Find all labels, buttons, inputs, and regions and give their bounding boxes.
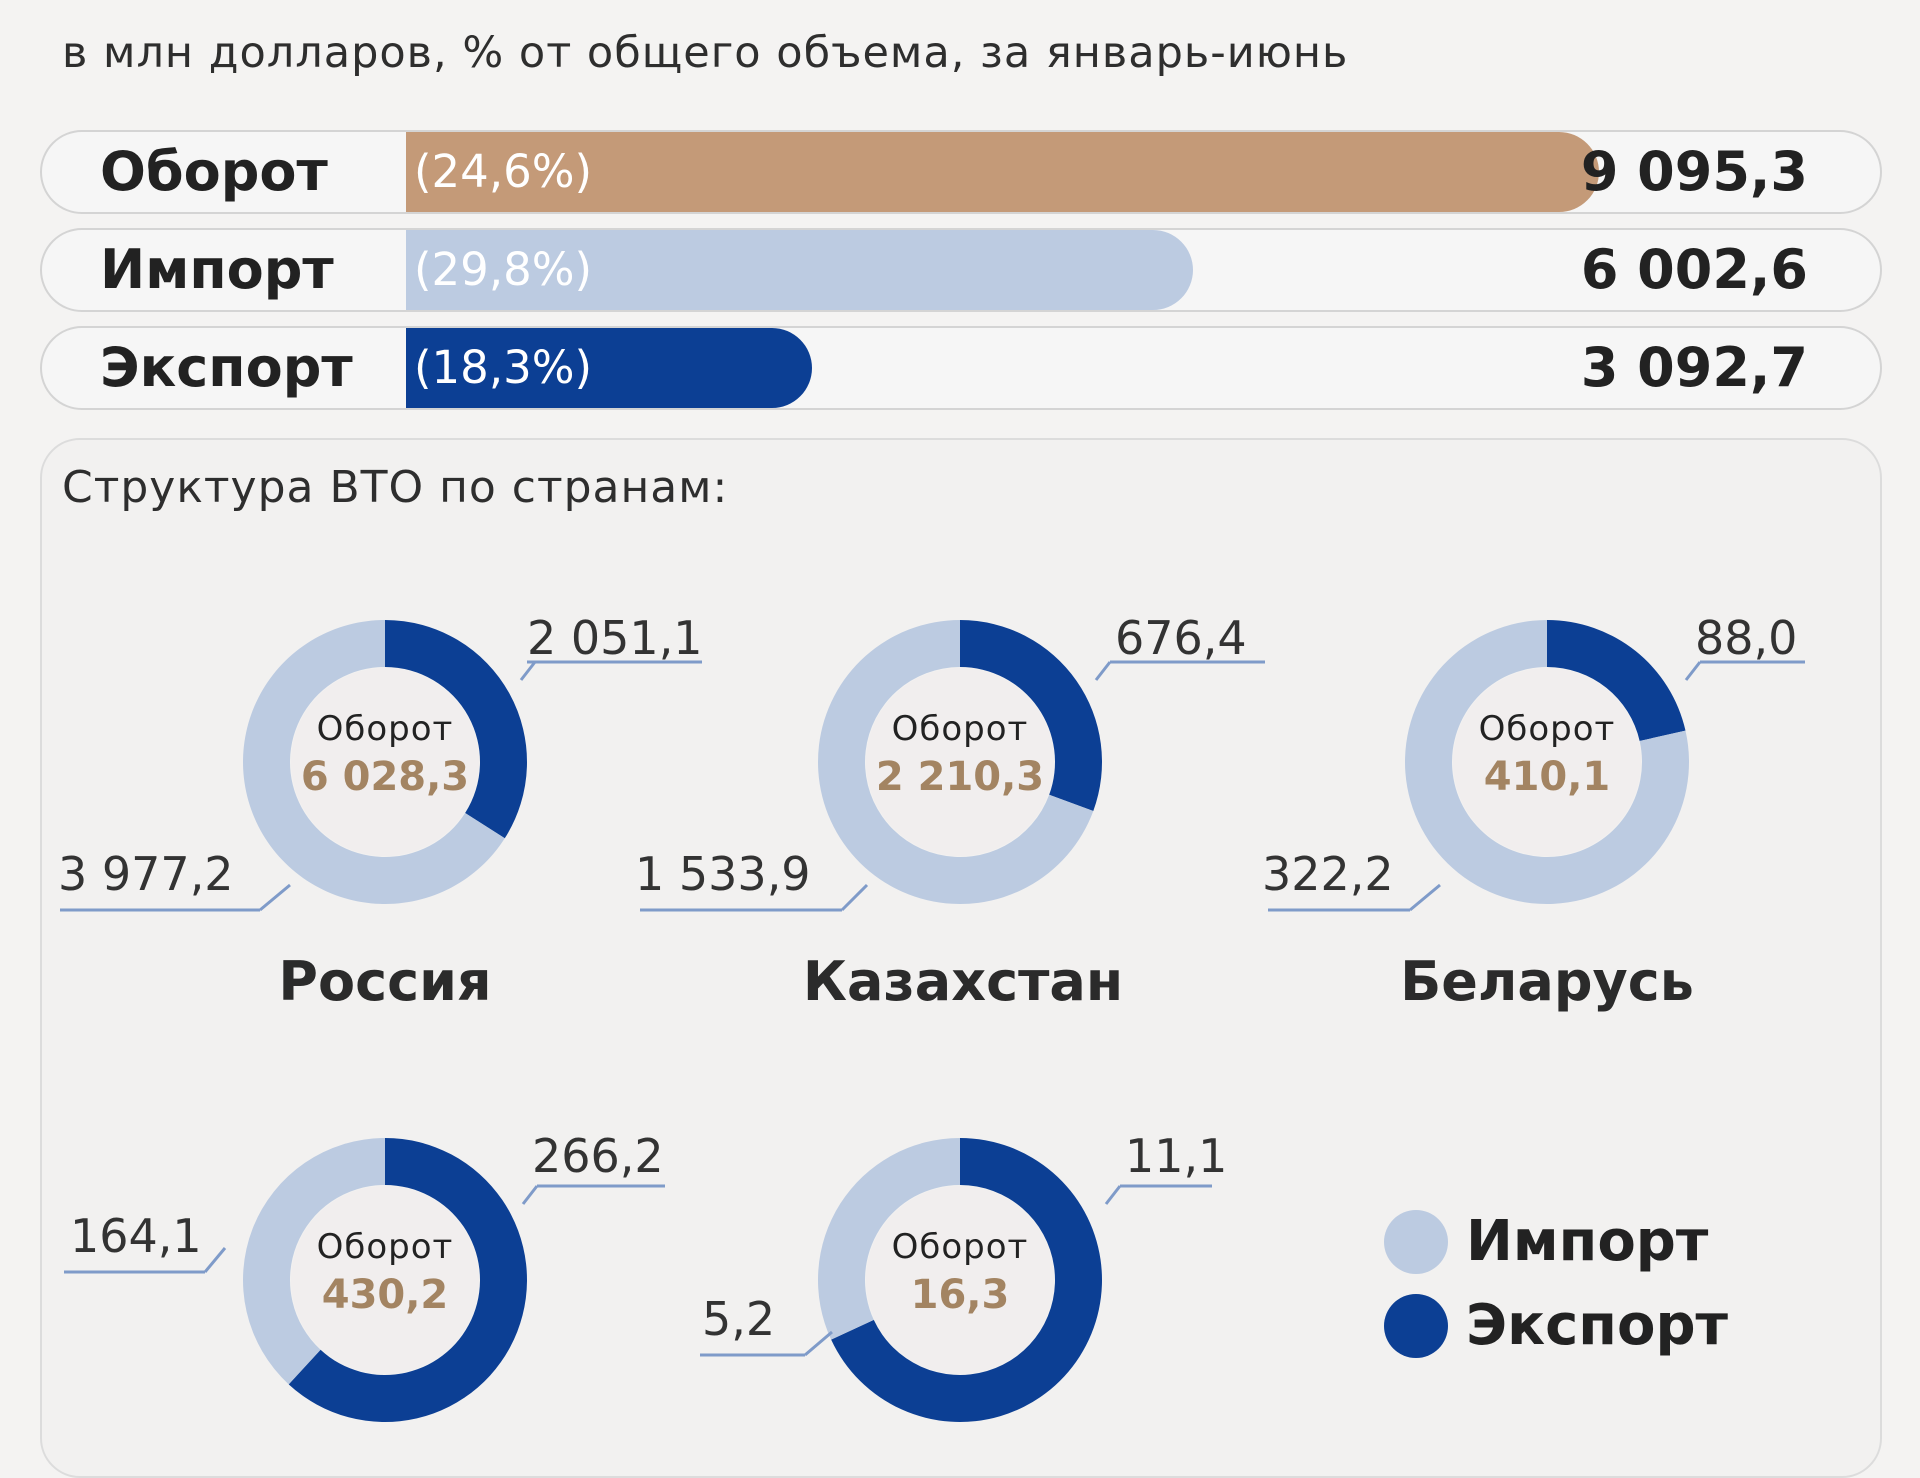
country-name: Беларусь xyxy=(1400,950,1694,1013)
subtitle: в млн долларов, % от общего объема, за я… xyxy=(62,28,1349,78)
export-leader-tick xyxy=(521,1185,539,1205)
export-value-label: 676,4 xyxy=(1115,611,1247,665)
import-value-label: 1 533,9 xyxy=(635,847,811,901)
donut-hole xyxy=(1453,668,1641,856)
donut-slice-export xyxy=(831,1138,1103,1423)
donut-center-label: Оборот xyxy=(1479,709,1616,749)
bar-fill: (24,6%) xyxy=(406,132,1599,212)
donut-hole xyxy=(866,668,1054,856)
donut-slice-export xyxy=(385,620,527,839)
export-leader-tick xyxy=(1684,661,1702,681)
export-value-label: 266,2 xyxy=(532,1129,664,1183)
donut-charts: Оборот 6 028,3 2 051,1 3 977,2 Россия Оборот 2… xyxy=(58,611,1805,1423)
donut-total-label: 430,2 xyxy=(322,1272,449,1318)
bar-label: Импорт xyxy=(100,238,334,301)
bar-fill: (29,8%) xyxy=(406,230,1194,310)
import-leader-tick xyxy=(203,1247,227,1273)
country-name: Россия xyxy=(278,950,491,1013)
export-leader-tick xyxy=(1094,661,1112,681)
donut-slice-import xyxy=(1405,620,1689,905)
bar-label: Оборот xyxy=(100,140,328,203)
bar-row-import: Импорт (29,8%) 6 002,6 xyxy=(40,228,1882,312)
export-leader-tick xyxy=(519,661,537,681)
donut-total-label: 410,1 xyxy=(1484,754,1611,800)
import-value-label: 5,2 xyxy=(702,1292,775,1346)
donut-total-label: 2 210,3 xyxy=(876,754,1044,800)
import-leader-tick xyxy=(840,883,869,912)
bar-value: 3 092,7 xyxy=(1580,336,1808,399)
export-leader-tick xyxy=(1104,1185,1122,1205)
bar-label: Экспорт xyxy=(100,336,353,399)
donut-total-label: 6 028,3 xyxy=(301,754,469,800)
donut-slice-export xyxy=(288,1138,527,1423)
panel-title: Структура ВТО по странам: xyxy=(62,462,729,513)
import-leader-tick xyxy=(259,883,291,912)
bar-value: 6 002,6 xyxy=(1580,238,1808,301)
donut-center-label: Оборот xyxy=(892,709,1029,749)
bar-fill: (18,3%) xyxy=(406,328,812,408)
donut-center-label: Оборот xyxy=(892,1227,1029,1267)
donut-slice-import xyxy=(817,620,1094,904)
donut-hole xyxy=(291,1186,479,1374)
donut-slice-import xyxy=(818,1138,960,1340)
export-value-label: 11,1 xyxy=(1125,1129,1227,1183)
donut-center-label: Оборот xyxy=(317,1227,454,1267)
country-name: Казахстан xyxy=(803,950,1123,1013)
donut-slice-import xyxy=(243,1138,385,1385)
donut-slice-import xyxy=(242,620,505,905)
bar-row-turnover: Оборот (24,6%) 9 095,3 xyxy=(40,130,1882,214)
bar-row-export: Экспорт (18,3%) 3 092,7 xyxy=(40,326,1882,410)
bar-share: (29,8%) xyxy=(414,243,593,296)
bar-value: 9 095,3 xyxy=(1580,140,1808,203)
import-leader-tick xyxy=(1409,883,1441,912)
donut-hole xyxy=(291,668,479,856)
import-value-label: 164,1 xyxy=(70,1209,202,1263)
donut-slice-export xyxy=(960,620,1102,811)
donut-slice-export xyxy=(1547,620,1686,742)
import-value-label: 3 977,2 xyxy=(58,847,234,901)
bar-share: (18,3%) xyxy=(414,341,593,394)
import-value-label: 322,2 xyxy=(1262,847,1394,901)
import-leader-tick xyxy=(804,1330,833,1357)
donut-center-label: Оборот xyxy=(317,709,454,749)
export-value-label: 88,0 xyxy=(1695,611,1797,665)
donut-hole xyxy=(866,1186,1054,1374)
legend-swatch-export xyxy=(1384,1294,1448,1358)
legend-label: Импорт xyxy=(1466,1209,1709,1274)
donut-total-label: 16,3 xyxy=(911,1272,1010,1318)
legend-swatch-import xyxy=(1384,1210,1448,1274)
legend-label: Экспорт xyxy=(1466,1293,1729,1358)
bar-share: (24,6%) xyxy=(414,145,593,198)
export-value-label: 2 051,1 xyxy=(527,611,703,665)
